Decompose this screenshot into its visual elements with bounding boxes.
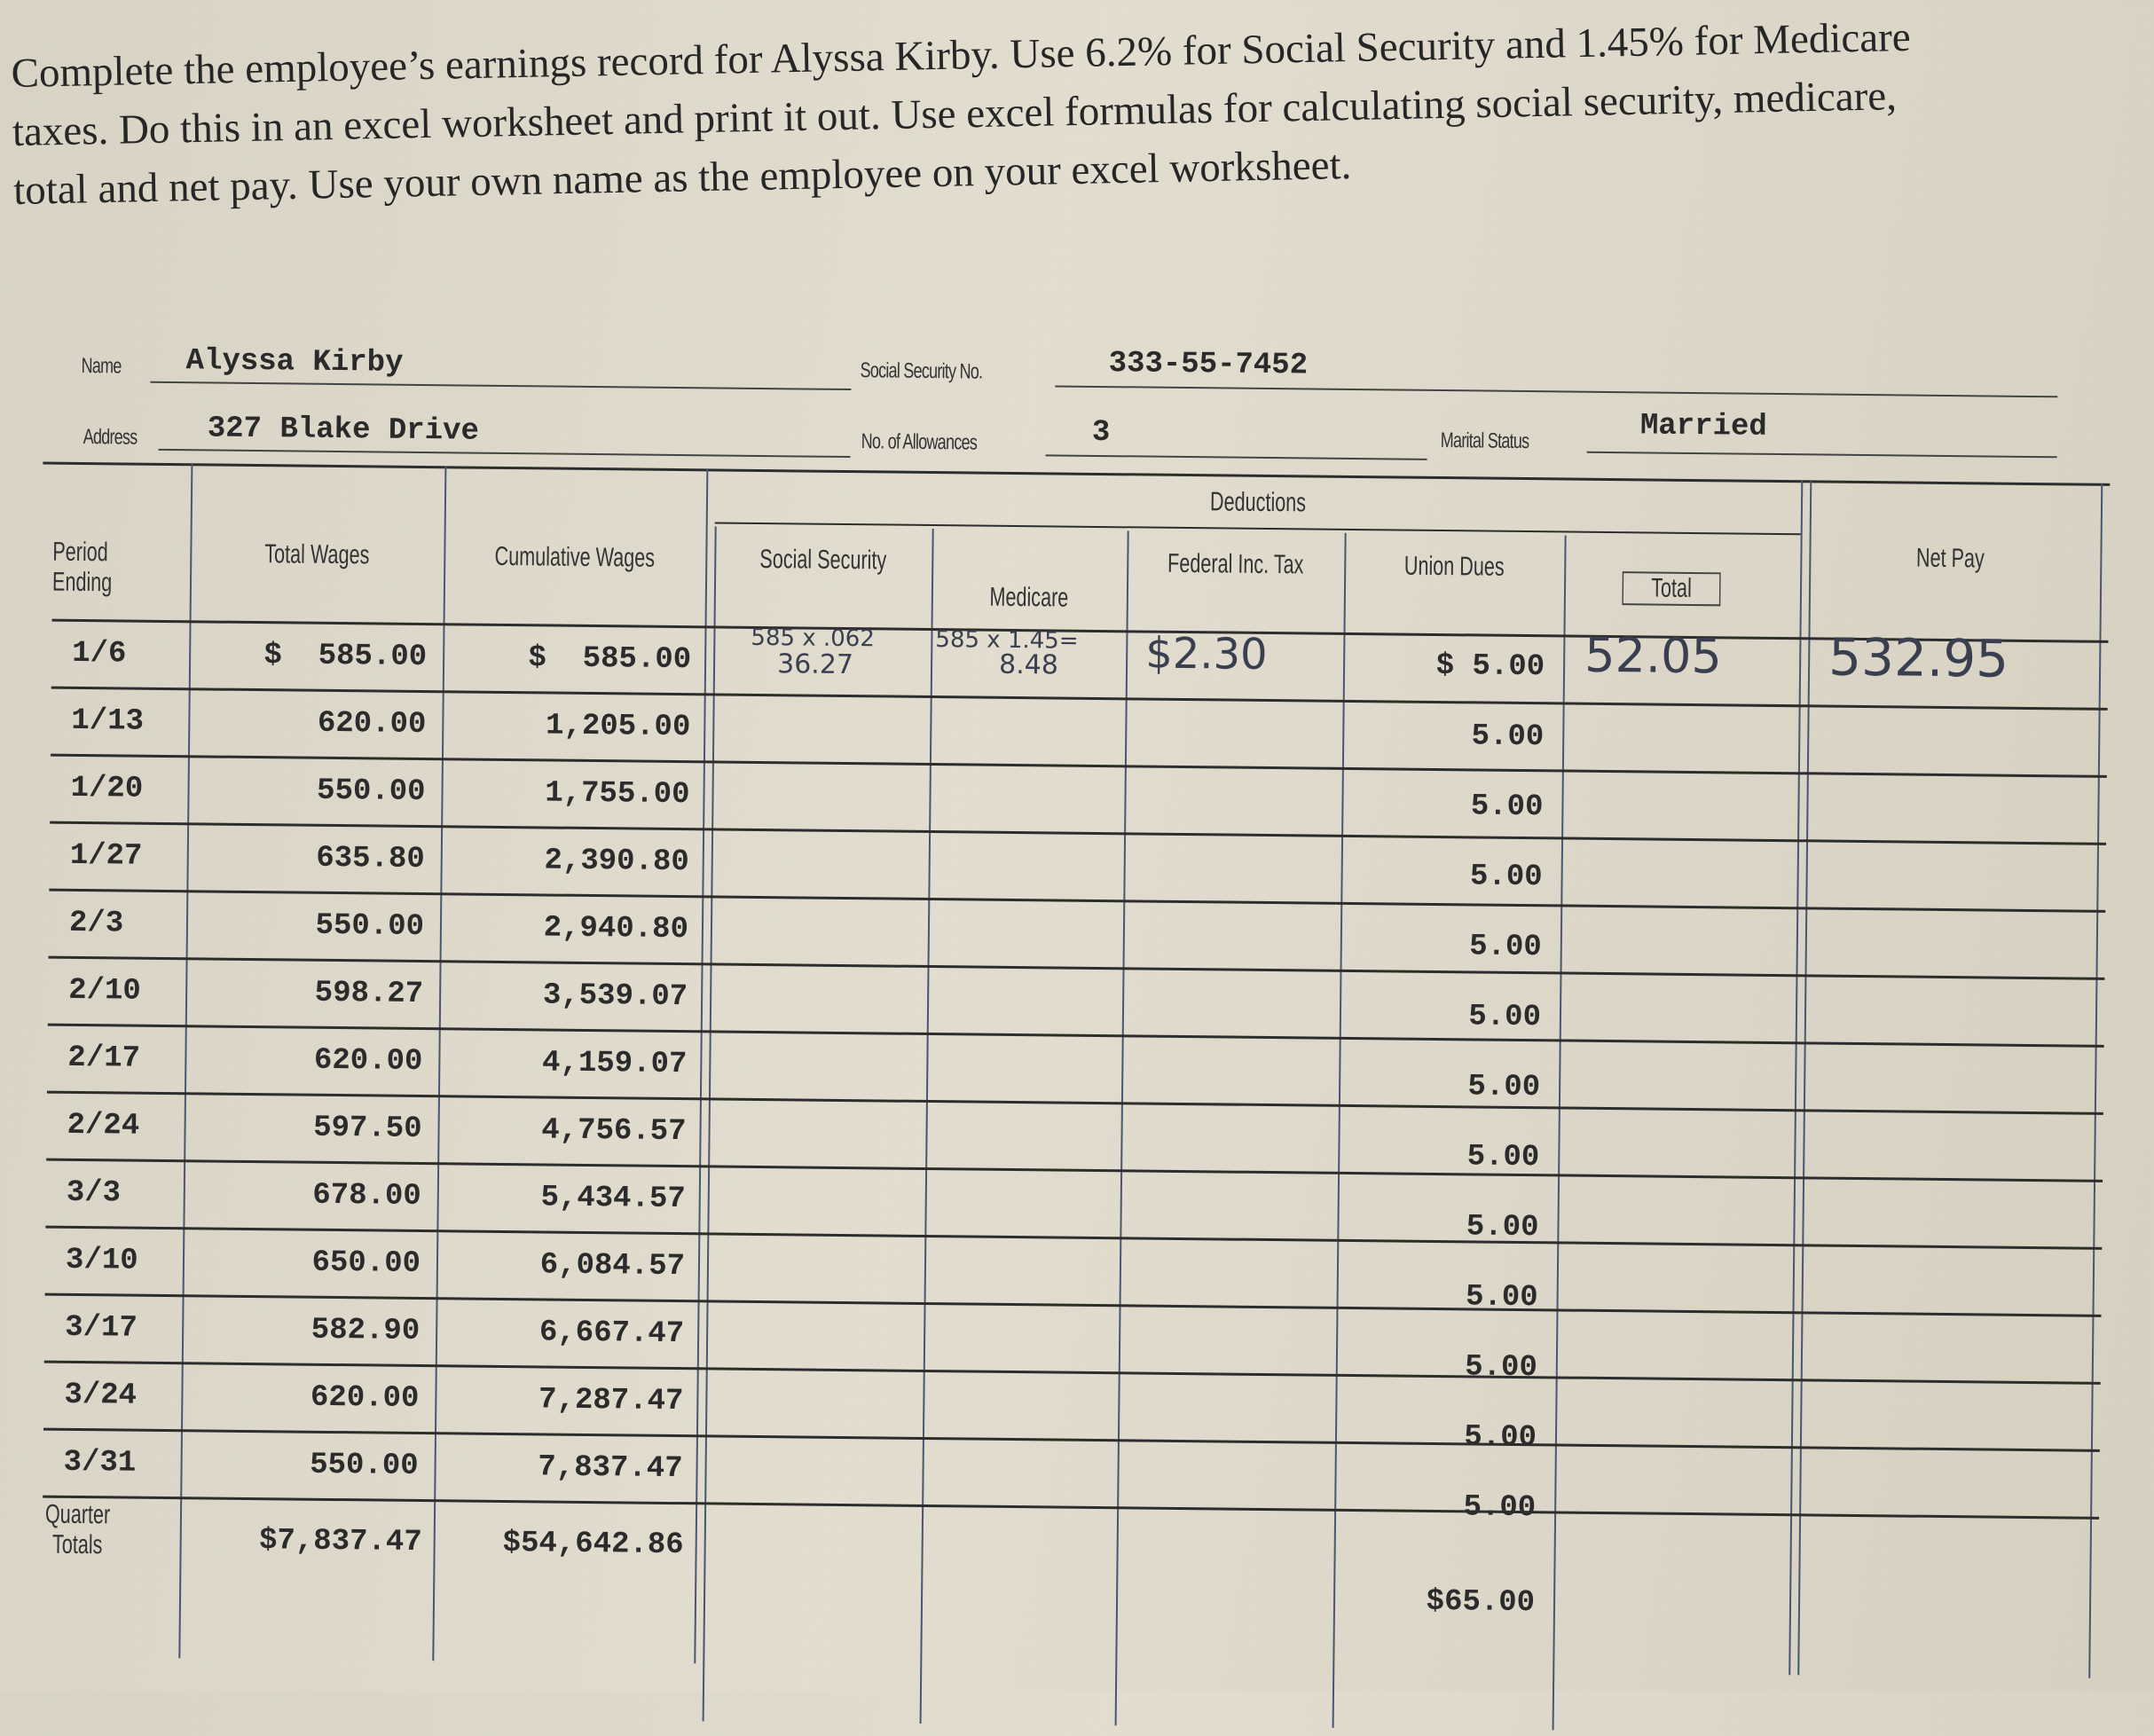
union-dues: 5.00 — [1468, 930, 1542, 965]
cumulative-wages: 2,940.80 — [543, 911, 689, 947]
union-dues: 5.00 — [1467, 1070, 1541, 1105]
period-ending: 2/10 — [67, 973, 142, 1009]
quarter-totals-label: Quarter Totals — [44, 1499, 111, 1560]
header-deductions: Deductions — [1209, 487, 1307, 518]
union-dues: 5.00 — [1463, 1490, 1537, 1526]
total-wages: 550.00 — [316, 774, 426, 810]
period-ending: 2/24 — [67, 1108, 140, 1143]
column-divider — [2088, 483, 2103, 1678]
union-dues: 5.00 — [1468, 1000, 1542, 1035]
period-ending: 1/27 — [69, 838, 143, 874]
period-ending: 3/10 — [65, 1243, 138, 1278]
total-wages: 620.00 — [313, 1043, 423, 1080]
period-ending: 1/6 — [71, 636, 127, 672]
column-divider — [1114, 530, 1129, 1726]
cumulative-wages: $ 585.00 — [528, 641, 692, 678]
cumulative-wages: 4,159.07 — [541, 1046, 688, 1082]
total-wages: 598.27 — [314, 976, 424, 1012]
union-dues: 5.00 — [1465, 1350, 1538, 1386]
total-deductions-value: 52.05 — [1584, 626, 1723, 685]
total-wages: 597.50 — [312, 1111, 422, 1147]
total-wages: 550.00 — [315, 908, 425, 945]
header-total-wages: Total Wages — [264, 539, 370, 570]
column-divider — [178, 463, 193, 1659]
header-period: Period Ending — [51, 537, 113, 598]
address-label: Address — [83, 424, 138, 450]
column-divider — [1552, 535, 1567, 1731]
header-social-security: Social Security — [759, 544, 887, 576]
cumulative-quarter: $54,642.86 — [502, 1527, 684, 1563]
period-ending: 1/20 — [70, 771, 144, 806]
cumulative-wages: 7,287.47 — [538, 1383, 684, 1419]
union-dues: 5.00 — [1464, 1420, 1537, 1456]
name-label: Name — [81, 353, 122, 379]
marital-label: Marital Status — [1440, 428, 1529, 454]
cumulative-wages: 2,390.80 — [544, 844, 689, 880]
cumulative-wages: 1,755.00 — [545, 776, 690, 813]
header-cumulative-wages: Cumulative Wages — [494, 541, 656, 573]
ss-value: 36.27 — [776, 648, 854, 681]
ss-formula: 585 x .062 — [751, 624, 875, 653]
cumulative-wages: 3,539.07 — [542, 978, 688, 1015]
total-wages-quarter: $7,837.47 — [258, 1524, 422, 1560]
union-dues: 5.00 — [1466, 1140, 1540, 1175]
period-ending: 3/24 — [64, 1378, 138, 1413]
period-ending: 2/3 — [68, 906, 124, 941]
ssn: 333-55-7452 — [1108, 347, 1309, 383]
header-net-pay: Net Pay — [1915, 543, 1985, 574]
header-medicare: Medicare — [989, 582, 1069, 613]
cumulative-wages: 7,837.47 — [538, 1450, 683, 1487]
union-dues: 5.00 — [1470, 789, 1544, 825]
total-wages: $ 585.00 — [263, 639, 428, 675]
address: 327 Blake Drive — [207, 412, 480, 449]
total-wages: 582.90 — [311, 1313, 421, 1349]
period-ending: 1/13 — [71, 703, 145, 739]
union-dues: 5.00 — [1469, 860, 1543, 895]
marital-status: Married — [1639, 409, 1767, 444]
federal-tax-value: $2.30 — [1144, 628, 1268, 679]
allowances-label: No. of Allowances — [861, 429, 978, 455]
cumulative-wages: 6,084.57 — [539, 1248, 686, 1284]
column-divider — [919, 529, 934, 1724]
header-federal-tax: Federal Inc. Tax — [1167, 548, 1304, 580]
total-wages: 550.00 — [309, 1448, 419, 1484]
net-pay-value: 532.95 — [1828, 626, 2009, 689]
column-divider — [1332, 532, 1347, 1728]
period-ending: 3/17 — [65, 1310, 138, 1346]
cumulative-wages: 5,434.57 — [540, 1181, 686, 1217]
total-wages: 678.00 — [312, 1178, 421, 1214]
allowances: 3 — [1091, 415, 1111, 451]
period-ending: 2/17 — [67, 1041, 141, 1076]
union-dues: $ 5.00 — [1435, 648, 1545, 685]
instructions: Complete the employee’s earnings record … — [11, 4, 2142, 220]
ssn-label: Social Security No. — [860, 358, 983, 384]
cumulative-wages: 1,205.00 — [545, 709, 691, 745]
cumulative-wages: 4,756.57 — [541, 1113, 687, 1150]
total-wages: 620.00 — [310, 1380, 420, 1417]
medicare-value: 8.48 — [998, 648, 1059, 681]
employee-name: Alyssa Kirby — [185, 344, 404, 381]
total-wages: 650.00 — [311, 1245, 421, 1282]
cumulative-wages: 6,667.47 — [538, 1316, 685, 1352]
earnings-record: Name Alyssa Kirby Social Security No. 33… — [0, 328, 2154, 1731]
total-wages: 620.00 — [317, 706, 427, 742]
union-dues-quarter: $65.00 — [1426, 1584, 1536, 1621]
period-ending: 3/31 — [63, 1445, 137, 1481]
header-total: Total — [1622, 571, 1721, 607]
header-union-dues: Union Dues — [1403, 551, 1505, 582]
total-wages: 635.80 — [316, 841, 425, 877]
union-dues: 5.00 — [1471, 719, 1545, 755]
period-ending: 3/3 — [66, 1175, 122, 1211]
